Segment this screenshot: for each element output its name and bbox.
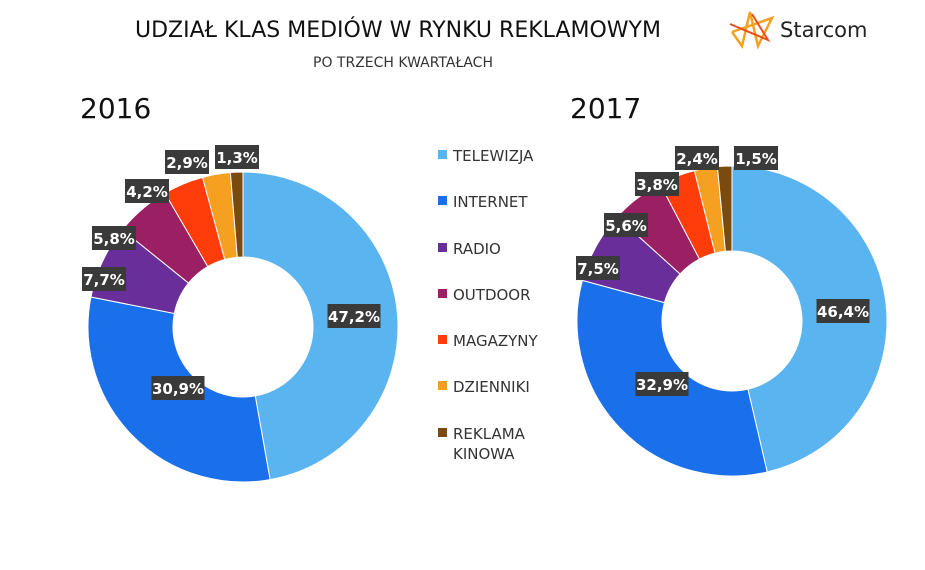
data-label: 7,7%: [83, 271, 125, 289]
legend-item: INTERNET: [438, 192, 563, 238]
data-label-box: [576, 256, 620, 280]
legend-label: OUTDOOR: [453, 285, 531, 304]
slice-2016-0: [242, 171, 399, 481]
legend-swatch: [438, 427, 447, 437]
legend: TELEWIZJA INTERNET RADIO OUTDOOR MAGAZYNY DZI…: [438, 146, 563, 470]
data-label-box: [635, 172, 679, 196]
data-label: 1,3%: [216, 149, 258, 167]
data-label-box: [215, 145, 259, 169]
data-label-box: [675, 146, 719, 170]
legend-swatch: [438, 150, 447, 159]
year-2016: 2016: [80, 92, 152, 125]
starcom-logo: Starcom: [728, 10, 867, 50]
legend-label: REKLAMA KINOWA: [453, 424, 525, 463]
data-label: 4,2%: [126, 183, 168, 201]
legend-item: MAGAZYNY: [438, 331, 563, 377]
slice-2016-6: [229, 171, 244, 258]
data-label-box: [125, 179, 169, 203]
data-label: 46,4%: [817, 303, 869, 321]
slice-2017-0: [731, 165, 888, 473]
legend-label: TELEWIZJA: [453, 147, 534, 165]
data-label: 30,9%: [152, 380, 204, 398]
data-label-box: [92, 226, 136, 250]
legend-label: MAGAZYNY: [453, 332, 538, 351]
slice-2017-6: [716, 165, 733, 252]
legend-swatch: [438, 335, 447, 345]
legend-label: INTERNET: [453, 193, 528, 212]
data-label-box: [816, 299, 870, 323]
data-label: 1,5%: [735, 150, 777, 168]
data-label: 2,9%: [166, 154, 208, 172]
chart-subtitle: PO TRZECH KWARTAŁACH: [313, 55, 493, 71]
legend-swatch: [438, 196, 447, 206]
legend-item: REKLAMA KINOWA: [438, 424, 563, 470]
legend-item: DZIENNIKI: [438, 377, 563, 423]
data-label: 32,9%: [636, 376, 688, 394]
logo-text: Starcom: [780, 18, 868, 42]
data-label-box: [327, 304, 381, 328]
star-icon: [729, 11, 775, 50]
data-label-box: [635, 372, 689, 396]
data-label: 5,6%: [605, 217, 647, 235]
legend-swatch: [438, 288, 447, 298]
data-label: 5,8%: [93, 230, 135, 248]
data-label-box: [151, 376, 205, 400]
legend-label: DZIENNIKI: [453, 378, 530, 397]
data-label-box: [165, 150, 209, 174]
data-label: 3,8%: [636, 176, 678, 194]
data-label-box: [604, 213, 648, 237]
legend-item: TELEWIZJA: [438, 146, 563, 192]
legend-swatch: [438, 242, 447, 252]
data-label: 47,2%: [328, 308, 380, 326]
data-label-box: [734, 146, 778, 170]
legend-swatch: [438, 381, 447, 391]
year-2017: 2017: [570, 92, 642, 125]
data-label: 7,5%: [577, 260, 619, 278]
legend-item: RADIO: [438, 239, 563, 285]
data-label-box: [82, 267, 126, 291]
legend-item: OUTDOOR: [438, 285, 563, 331]
data-label: 2,4%: [676, 150, 718, 168]
legend-label: RADIO: [453, 239, 501, 258]
chart-title: UDZIAŁ KLAS MEDIÓW W RYNKU REKLAMOWYM: [135, 18, 661, 43]
